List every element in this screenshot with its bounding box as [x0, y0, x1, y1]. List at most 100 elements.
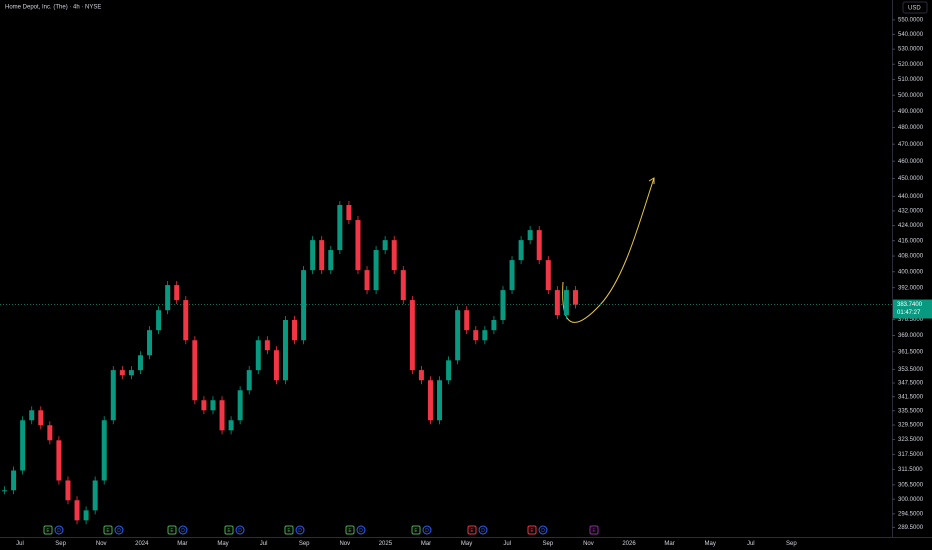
y-tick-label: 317.5000	[898, 452, 924, 458]
candle-body	[192, 340, 198, 401]
y-tick-label: 416.0000	[898, 238, 924, 244]
candle-body	[292, 320, 298, 341]
event-label: E	[287, 528, 291, 534]
event-label: E	[106, 528, 110, 534]
candle-body	[391, 240, 397, 271]
candle-body	[319, 240, 325, 271]
countdown: 01:47:27	[897, 310, 921, 316]
x-tick-label: Mar	[664, 541, 674, 547]
event-label: E	[530, 528, 534, 534]
y-tick-label: 329.5000	[898, 423, 924, 429]
candle-body	[509, 260, 515, 291]
event-marker[interactable]	[235, 525, 245, 535]
y-tick-label: 376.5000	[898, 317, 924, 323]
candle-body	[518, 240, 524, 261]
event-label: E	[170, 528, 174, 534]
event-marker[interactable]	[422, 525, 432, 535]
y-tick-label: 490.0000	[898, 109, 924, 115]
event-marker[interactable]	[538, 525, 548, 535]
candle-body	[446, 360, 452, 381]
candle-body	[147, 330, 153, 356]
y-tick-label: 424.0000	[898, 223, 924, 229]
x-tick-label: Jul	[503, 541, 511, 547]
candle-body	[527, 230, 533, 241]
candle-body	[210, 400, 216, 411]
currency-box[interactable]	[902, 1, 928, 14]
event-marker[interactable]	[103, 525, 113, 535]
event-marker[interactable]	[54, 525, 64, 535]
candle-body	[418, 370, 424, 381]
event-marker[interactable]	[527, 525, 537, 535]
candle-body	[491, 320, 497, 331]
x-tick-label: Nov	[583, 541, 594, 547]
x-tick-label: 2026	[622, 541, 636, 547]
candle-body	[74, 500, 80, 521]
x-tick-label: Nov	[96, 541, 107, 547]
y-tick-label: 520.0000	[898, 62, 924, 68]
y-tick-label: 361.5000	[898, 349, 924, 355]
x-tick-label: 2024	[135, 541, 149, 547]
x-tick-label: Jul	[16, 541, 24, 547]
event-label: E	[592, 528, 596, 534]
event-marker[interactable]	[224, 525, 234, 535]
y-tick-label: 335.5000	[898, 408, 924, 414]
x-tick-label: Sep	[542, 541, 553, 547]
y-tick-label: 323.5000	[898, 437, 924, 443]
candle-body	[373, 250, 379, 291]
candle-body	[65, 480, 71, 501]
event-marker[interactable]	[114, 525, 124, 535]
event-marker[interactable]	[345, 525, 355, 535]
event-marker[interactable]	[284, 525, 294, 535]
y-tick-label: 392.0000	[898, 285, 924, 291]
event-marker[interactable]	[589, 525, 599, 535]
event-label: D	[481, 528, 485, 534]
candle-body	[137, 355, 143, 371]
candle-body	[174, 285, 180, 301]
event-label: D	[425, 528, 429, 534]
x-tick-label: Sep	[55, 541, 66, 547]
event-marker[interactable]	[178, 525, 188, 535]
projection-arrowhead	[648, 177, 655, 184]
event-marker[interactable]	[467, 525, 477, 535]
candle-body	[337, 205, 343, 251]
last-price-box	[893, 299, 932, 319]
event-marker[interactable]	[411, 525, 421, 535]
candle-body	[310, 240, 316, 271]
y-tick-label: 408.0000	[898, 254, 924, 260]
event-label: D	[298, 528, 302, 534]
y-tick-label: 530.0000	[898, 47, 924, 53]
candle-body	[400, 270, 406, 301]
event-label: D	[359, 528, 363, 534]
candle-body	[128, 370, 134, 376]
candle-body	[545, 260, 551, 291]
event-marker[interactable]	[356, 525, 366, 535]
candle-body	[482, 330, 488, 341]
event-marker[interactable]	[43, 525, 53, 535]
y-tick-label: 540.0000	[898, 32, 924, 38]
candle-body	[554, 290, 560, 316]
x-tick-label: May	[705, 541, 716, 547]
candle-body	[246, 370, 252, 391]
last-price-label: 383.7400	[897, 302, 923, 308]
candle-body	[101, 420, 107, 481]
candle-body	[464, 310, 470, 331]
x-tick-label: Sep	[786, 541, 797, 547]
candle-body	[47, 425, 53, 441]
candle-body	[237, 390, 243, 421]
x-tick-label: Jul	[747, 541, 755, 547]
y-tick-label: 500.0000	[898, 93, 924, 99]
y-tick-label: 305.5000	[898, 482, 924, 488]
candle-body	[409, 300, 415, 371]
x-tick-label: Mar	[177, 541, 187, 547]
candle-body	[455, 310, 461, 361]
event-label: D	[238, 528, 242, 534]
event-marker[interactable]	[167, 525, 177, 535]
candle-body	[427, 380, 433, 421]
event-marker[interactable]	[478, 525, 488, 535]
event-marker[interactable]	[295, 525, 305, 535]
x-tick-label: Nov	[339, 541, 350, 547]
event-label: E	[46, 528, 50, 534]
y-tick-label: 311.5000	[898, 467, 923, 473]
y-tick-label: 470.0000	[898, 142, 924, 148]
